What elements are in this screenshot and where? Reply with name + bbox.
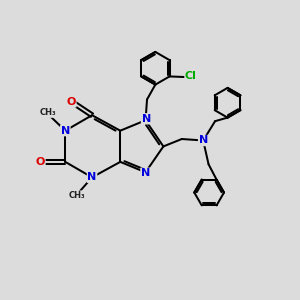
Text: N: N [141,168,150,178]
Text: O: O [36,157,45,167]
Text: N: N [199,136,208,146]
Text: CH₃: CH₃ [39,108,56,117]
Text: CH₃: CH₃ [69,191,85,200]
Text: Cl: Cl [185,71,197,81]
Text: O: O [67,97,76,107]
Text: N: N [87,172,97,182]
Text: N: N [142,114,151,124]
Text: N: N [61,126,70,136]
